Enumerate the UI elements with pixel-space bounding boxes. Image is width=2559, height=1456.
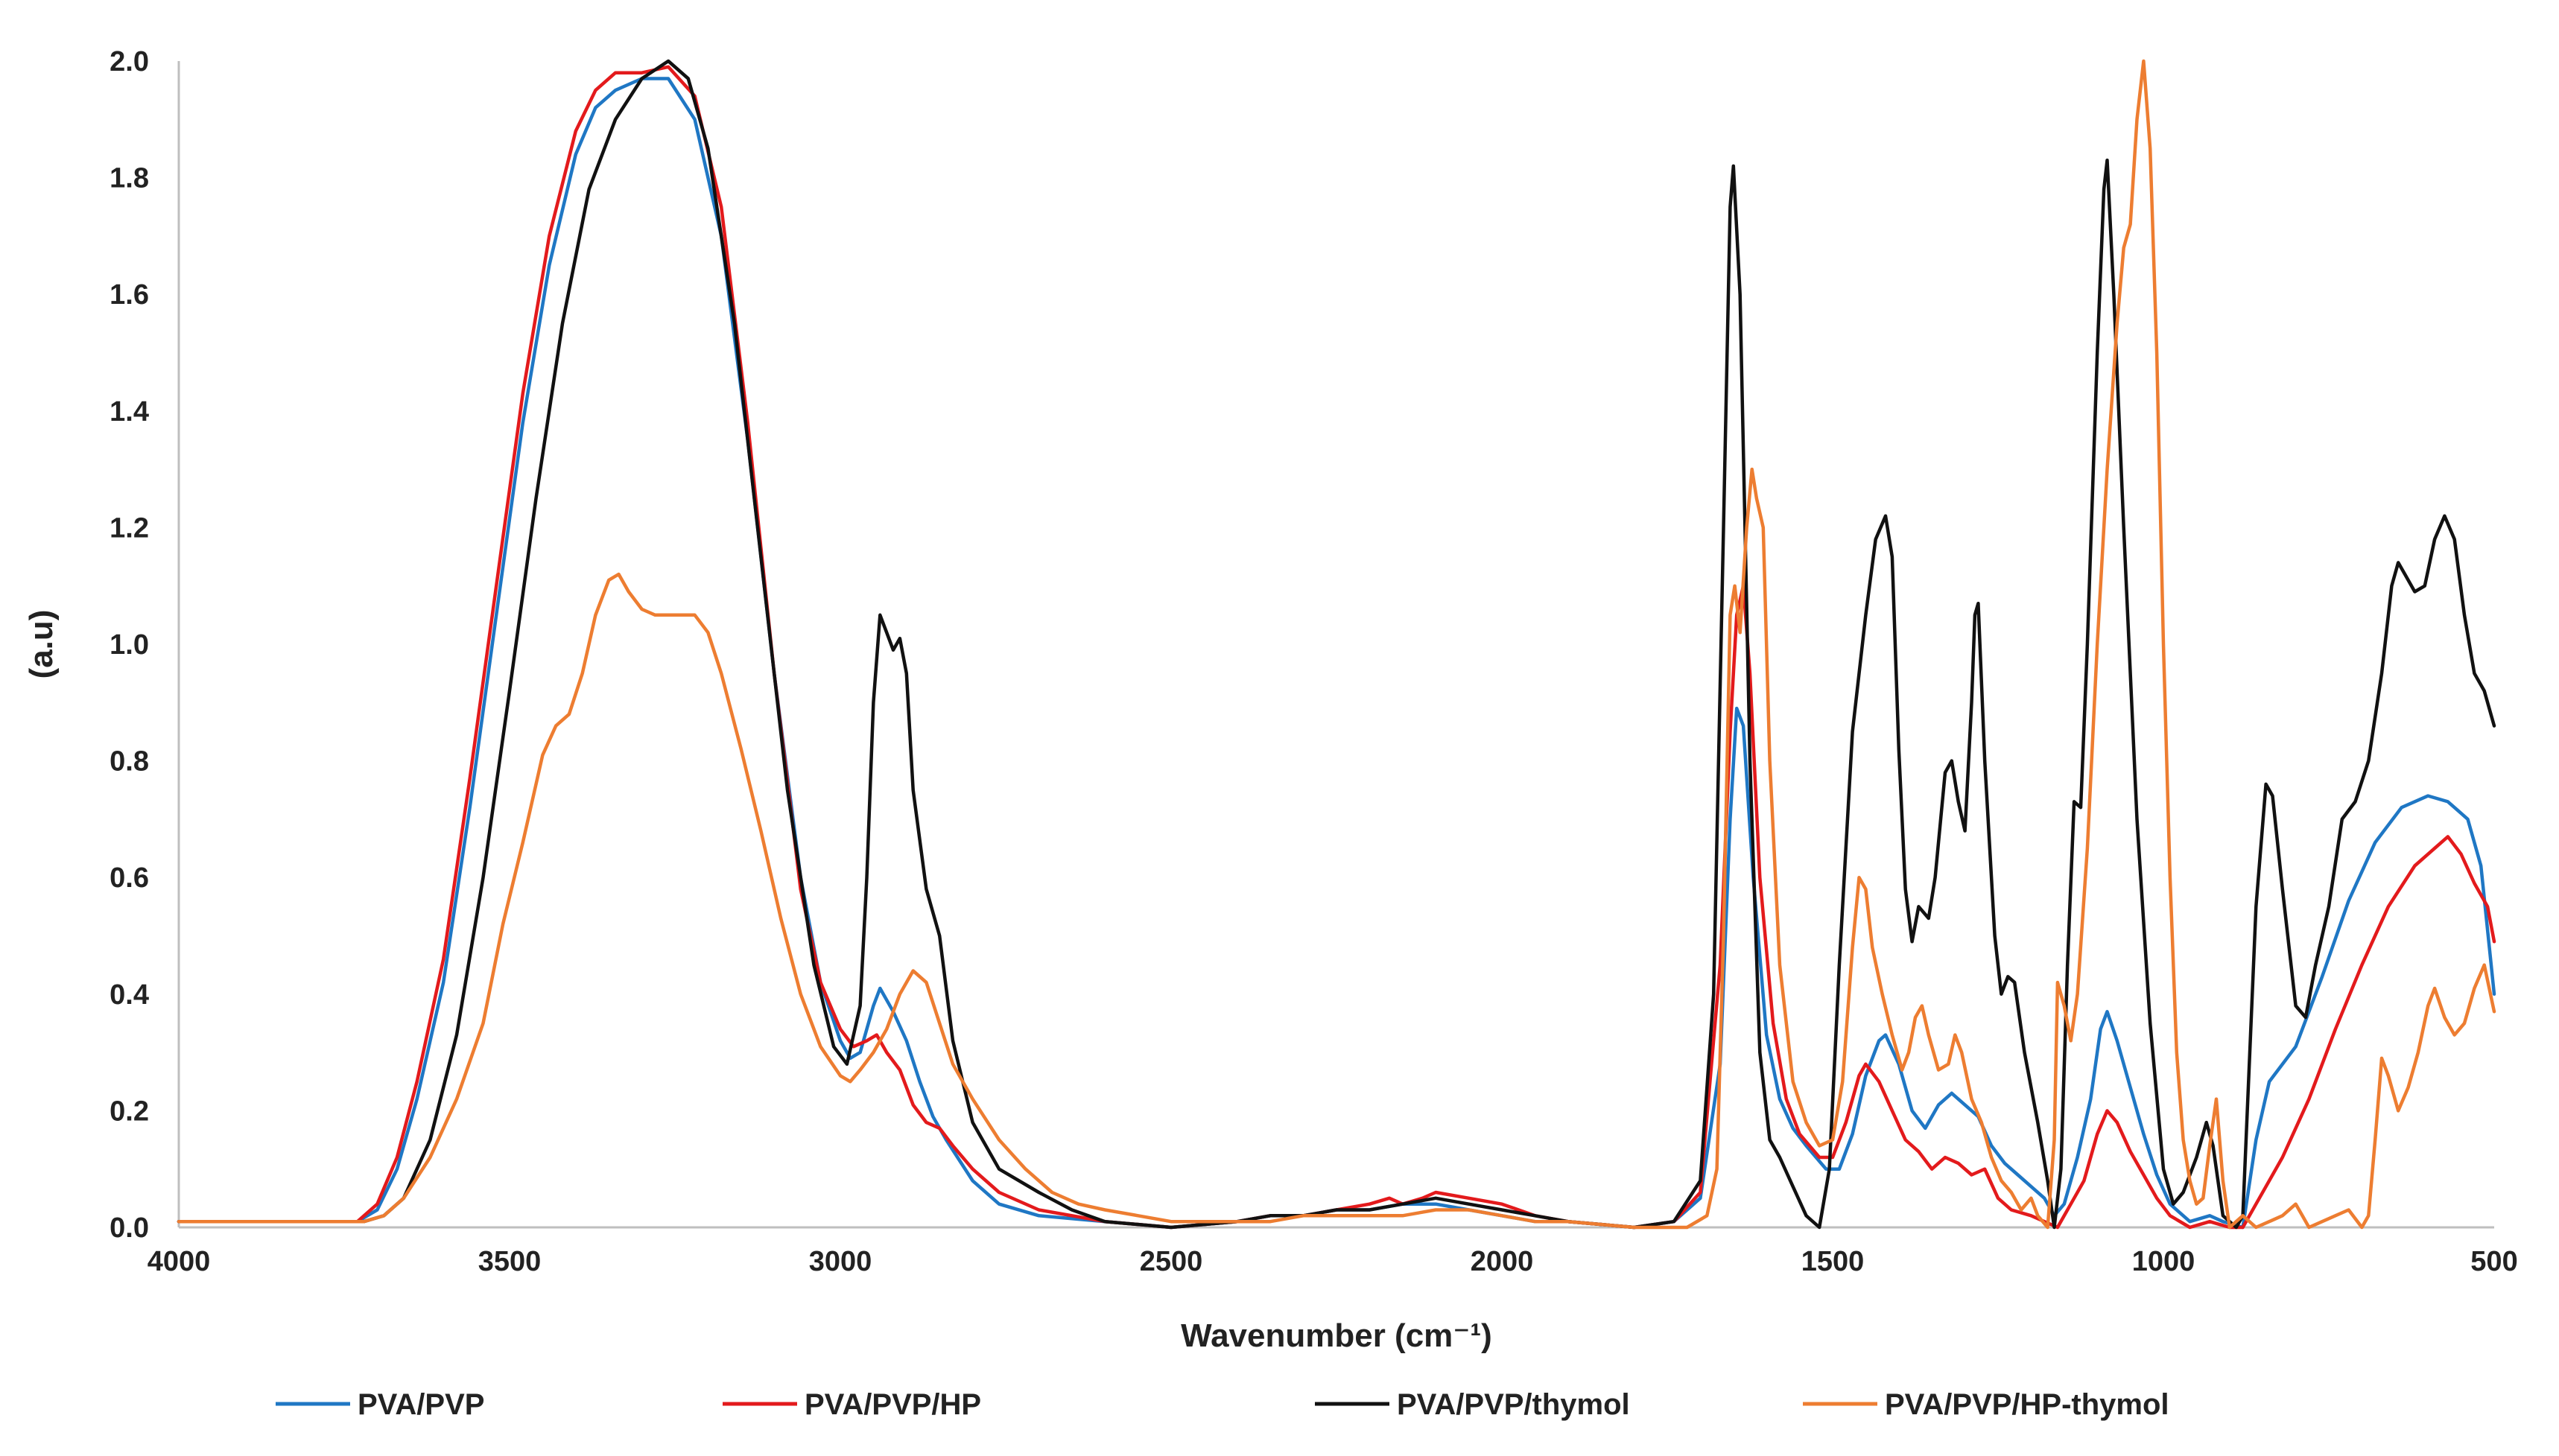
y-tick-label: 2.0 (110, 46, 149, 77)
plot-area: 4000 3500 3000 2500 2000 1500 1000 500 0.00.20.… (110, 46, 2518, 1277)
x-tick-label: 3000 (809, 1246, 872, 1277)
y-tick-label: 0.6 (110, 862, 149, 894)
series-line-pva-pvp (177, 77, 2496, 1230)
y-tick-label: 0.8 (110, 746, 149, 778)
y-tick-label: 1.8 (110, 163, 149, 194)
legend-label: PVA/PVP/thymol (1397, 1388, 1630, 1421)
x-tick-label: 1500 (1801, 1246, 1865, 1277)
y-axis-title: (a.u) (23, 610, 60, 679)
legend-label: PVA/PVP/HP (805, 1388, 981, 1421)
series-lines (177, 59, 2496, 1230)
x-tick-labels: 4000 3500 3000 2500 2000 1500 1000 500 (148, 1246, 2518, 1277)
legend-label: PVA/PVP/HP-thymol (1885, 1388, 2169, 1421)
y-tick-label: 1.6 (110, 279, 149, 311)
x-tick-label: 500 (2470, 1246, 2517, 1277)
legend: PVA/PVP PVA/PVP/HP PVA/PVP/thymol PVA/PVP/H… (276, 1388, 2169, 1421)
y-tick-label: 1.2 (110, 512, 149, 544)
series-line-pva-pvp-thymol (177, 59, 2496, 1230)
legend-item-pva-pvp-hp-thymol: PVA/PVP/HP-thymol (1803, 1388, 2169, 1421)
y-tick-label: 0.4 (110, 979, 149, 1011)
series-line-pva-pvp-hp (177, 65, 2496, 1230)
legend-item-pva-pvp-thymol: PVA/PVP/thymol (1315, 1388, 1630, 1421)
y-tick-label: 0.2 (110, 1096, 149, 1127)
y-tick-labels: 0.0 0.2 0.4 0.6 0.8 1.0 1.2 1.4 1.6 1.8 2.0 (110, 46, 149, 1244)
y-tick-label: 1.0 (110, 629, 149, 661)
y-tick-label: 0.0 (110, 1212, 149, 1244)
x-tick-label: 2500 (1140, 1246, 1203, 1277)
series-line-pva-pvp-hp-thymol (177, 59, 2496, 1230)
x-tick-label: 2000 (1471, 1246, 1534, 1277)
x-axis-title: Wavenumber (cm⁻¹) (1181, 1317, 1492, 1354)
x-tick-label: 1000 (2132, 1246, 2195, 1277)
legend-label: PVA/PVP (358, 1388, 484, 1421)
x-tick-label: 4000 (148, 1246, 211, 1277)
y-tick-label: 1.4 (110, 396, 149, 427)
legend-item-pva-pvp-hp: PVA/PVP/HP (723, 1388, 981, 1421)
x-tick-label: 3500 (478, 1246, 542, 1277)
legend-item-pva-pvp: PVA/PVP (276, 1388, 484, 1421)
